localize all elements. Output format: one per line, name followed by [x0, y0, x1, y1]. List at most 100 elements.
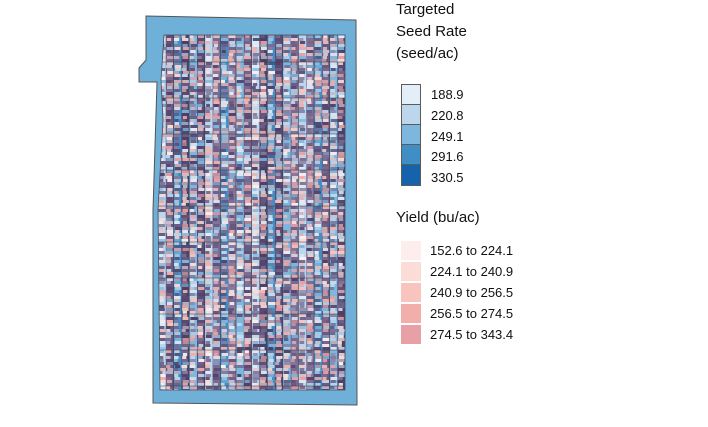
- yield-cell: [158, 203, 164, 206]
- yield-cell: [291, 380, 296, 383]
- yield-cell: [259, 50, 265, 53]
- yield-cell: [158, 206, 166, 209]
- yield-cell: [166, 248, 173, 251]
- yield-cell: [298, 56, 306, 59]
- yield-cell: [338, 62, 344, 65]
- yield-cell: [338, 380, 345, 383]
- yield-cell: [159, 218, 167, 221]
- yield-cell: [259, 269, 267, 272]
- yield-cell: [252, 119, 260, 122]
- yield-cell: [189, 296, 197, 299]
- yield-cell: [173, 146, 178, 149]
- yield-cell: [158, 170, 164, 173]
- yield-cell: [268, 365, 275, 368]
- yield-cell: [229, 41, 236, 44]
- yield-cell: [159, 143, 166, 146]
- yield-cell: [298, 269, 306, 272]
- yield-cell: [331, 161, 339, 164]
- yield-cell: [198, 224, 203, 227]
- yield-cell: [213, 104, 219, 107]
- yield-cell: [229, 152, 235, 155]
- yield-cell: [282, 296, 290, 299]
- yield-cell: [275, 344, 283, 347]
- yield-cell: [158, 173, 165, 176]
- yield-cell: [291, 347, 296, 350]
- yield-cell: [175, 314, 183, 317]
- yield-cell: [267, 260, 275, 263]
- yield-cell: [221, 323, 226, 326]
- yield-cell: [291, 338, 297, 341]
- yield-cell: [221, 389, 229, 390]
- yield-cell: [259, 101, 266, 104]
- yield-cell: [204, 161, 212, 164]
- yield-cell: [307, 146, 313, 149]
- yield-cell: [337, 311, 345, 314]
- yield-cell: [236, 197, 243, 200]
- yield-cell: [298, 323, 306, 326]
- yield-cell: [189, 197, 197, 200]
- yield-cell: [212, 170, 218, 173]
- yield-cell: [166, 305, 172, 308]
- yield-cell: [190, 341, 198, 344]
- yield-cell: [299, 203, 307, 206]
- yield-cell: [306, 353, 311, 356]
- yield-cell: [252, 122, 259, 125]
- yield-cell: [275, 161, 283, 164]
- yield-cell: [182, 338, 190, 341]
- yield-cell: [260, 359, 267, 362]
- yield-cell: [228, 299, 236, 302]
- yield-cell: [314, 305, 322, 308]
- yield-cell: [276, 164, 283, 167]
- yield-cell: [275, 263, 280, 266]
- yield-cell: [228, 47, 237, 50]
- yield-cell: [213, 272, 221, 275]
- yield-cell: [291, 167, 296, 170]
- yield-cell: [282, 95, 288, 98]
- yield-cell: [236, 371, 241, 374]
- yield-cell: [276, 50, 283, 53]
- yield-cell: [323, 146, 331, 149]
- yield-cell: [236, 95, 241, 98]
- yield-cell: [322, 134, 330, 137]
- yield-cell: [314, 155, 322, 158]
- yield-cell: [158, 215, 164, 218]
- yield-cell: [267, 251, 273, 254]
- yield-cell: [314, 224, 322, 227]
- yield-cell: [189, 269, 196, 272]
- yield-cell: [159, 359, 164, 362]
- yield-cell: [275, 239, 282, 242]
- yield-cell: [245, 275, 251, 278]
- yield-cell: [236, 356, 243, 359]
- yield-cell: [292, 239, 298, 242]
- yield-cell: [236, 275, 242, 278]
- yield-cell: [306, 95, 314, 98]
- yield-cell: [259, 290, 266, 293]
- yield-cell: [275, 302, 281, 305]
- yield-cell: [330, 56, 338, 59]
- yield-cell: [330, 365, 336, 368]
- yield-cell: [197, 341, 203, 344]
- yield-cell: [197, 383, 205, 386]
- yield-cell: [322, 194, 331, 197]
- yield-cell: [205, 236, 211, 239]
- yield-cell: [213, 305, 221, 308]
- yield-cell: [228, 185, 234, 188]
- yield-cell: [236, 74, 244, 77]
- yield-cell: [276, 122, 282, 125]
- yield-cell: [299, 293, 307, 296]
- yield-cell: [166, 266, 171, 269]
- yield-cell: [198, 233, 205, 236]
- yield-cell: [322, 89, 328, 92]
- yield-cell: [276, 326, 282, 329]
- yield-cell: [314, 266, 322, 269]
- yield-cell: [197, 332, 204, 335]
- yield-cell: [174, 164, 183, 167]
- yield-cell: [260, 155, 266, 158]
- yield-cell: [181, 203, 186, 206]
- yield-cell: [198, 239, 206, 242]
- yield-cell: [338, 383, 343, 386]
- yield-cell: [205, 80, 213, 83]
- yield-cell: [252, 212, 258, 215]
- yield-cell: [221, 386, 226, 389]
- yield-cell: [229, 182, 236, 185]
